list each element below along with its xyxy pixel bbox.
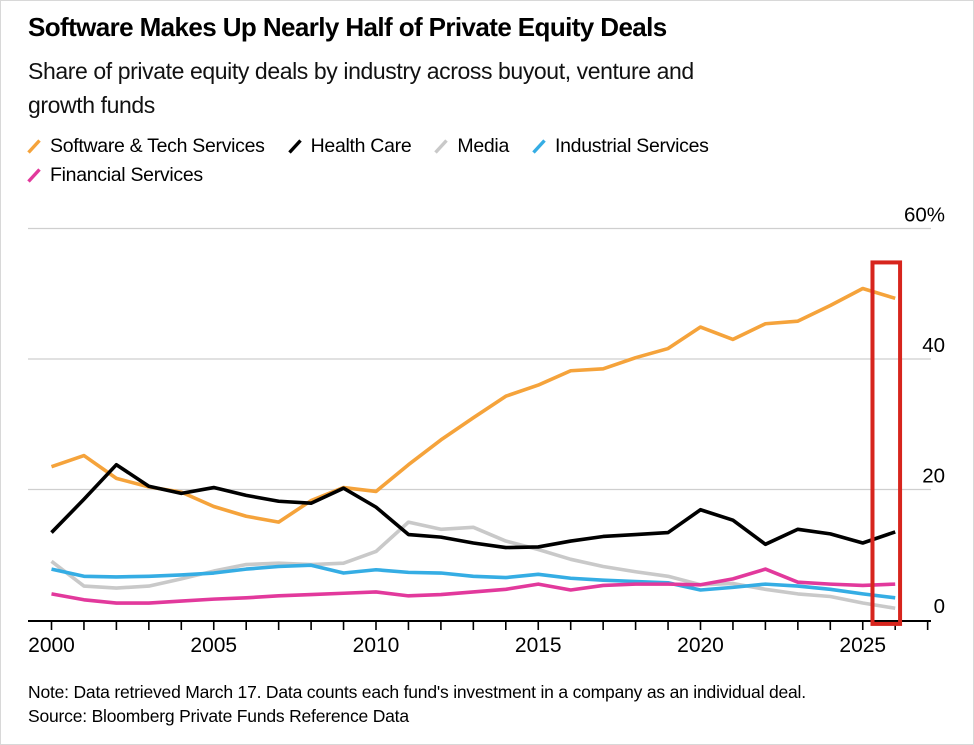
legend-item-industrial-services: Industrial Services	[531, 135, 709, 158]
legend-label: Financial Services	[50, 163, 203, 186]
chart-source: Source: Bloomberg Private Funds Referenc…	[28, 706, 409, 726]
legend-row: Software & Tech Services Health Care Media…	[26, 132, 709, 160]
legend-slash-icon	[287, 138, 302, 154]
legend-label: Health Care	[310, 134, 412, 157]
legend-label: Software & Tech Services	[50, 134, 265, 157]
series-line-health-care	[50, 462, 896, 550]
legend-row: Financial Services	[26, 161, 709, 189]
legend-item-health-care: Health Care	[287, 135, 412, 158]
chart-legend: Software & Tech Services Health Care Media…	[26, 132, 709, 189]
legend-slash-icon	[27, 167, 41, 183]
y-axis-label: 20	[922, 465, 945, 488]
series-line-financial-services	[51, 567, 896, 605]
legend-item-media: Media	[433, 135, 509, 158]
chart-note: Note: Data retrieved March 17. Data coun…	[28, 682, 806, 702]
x-axis-label: 2020	[677, 634, 724, 657]
legend-item-financial-services: Financial Services	[26, 164, 203, 187]
legend-slash-icon	[27, 138, 41, 154]
y-axis-label: 60%	[904, 204, 945, 227]
y-axis-label: 0	[934, 595, 945, 618]
chart-subtitle: Share of private equity deals by industr…	[28, 54, 694, 122]
x-axis-label: 2005	[190, 634, 237, 657]
legend-label: Industrial Services	[555, 134, 709, 157]
chart-subtitle-line1: Share of private equity deals by industr…	[28, 58, 694, 84]
legend-slash-icon	[434, 138, 449, 154]
legend-item-software-tech-services: Software & Tech Services	[26, 135, 265, 158]
series-line-software-tech-services	[50, 286, 896, 524]
chart-title: Software Makes Up Nearly Half of Private…	[28, 12, 667, 42]
series-line-industrial-services	[51, 563, 896, 600]
x-axis-label: 2025	[839, 634, 886, 657]
chart-subtitle-line2: growth funds	[28, 92, 155, 118]
legend-slash-icon	[532, 138, 546, 154]
series-line-media	[50, 520, 896, 611]
legend-label: Media	[457, 134, 510, 157]
x-axis-label: 2010	[353, 634, 400, 657]
x-axis-label: 2000	[28, 634, 75, 657]
y-axis-label: 40	[922, 334, 945, 357]
x-axis-label: 2015	[515, 634, 562, 657]
highlight-box	[870, 260, 903, 626]
